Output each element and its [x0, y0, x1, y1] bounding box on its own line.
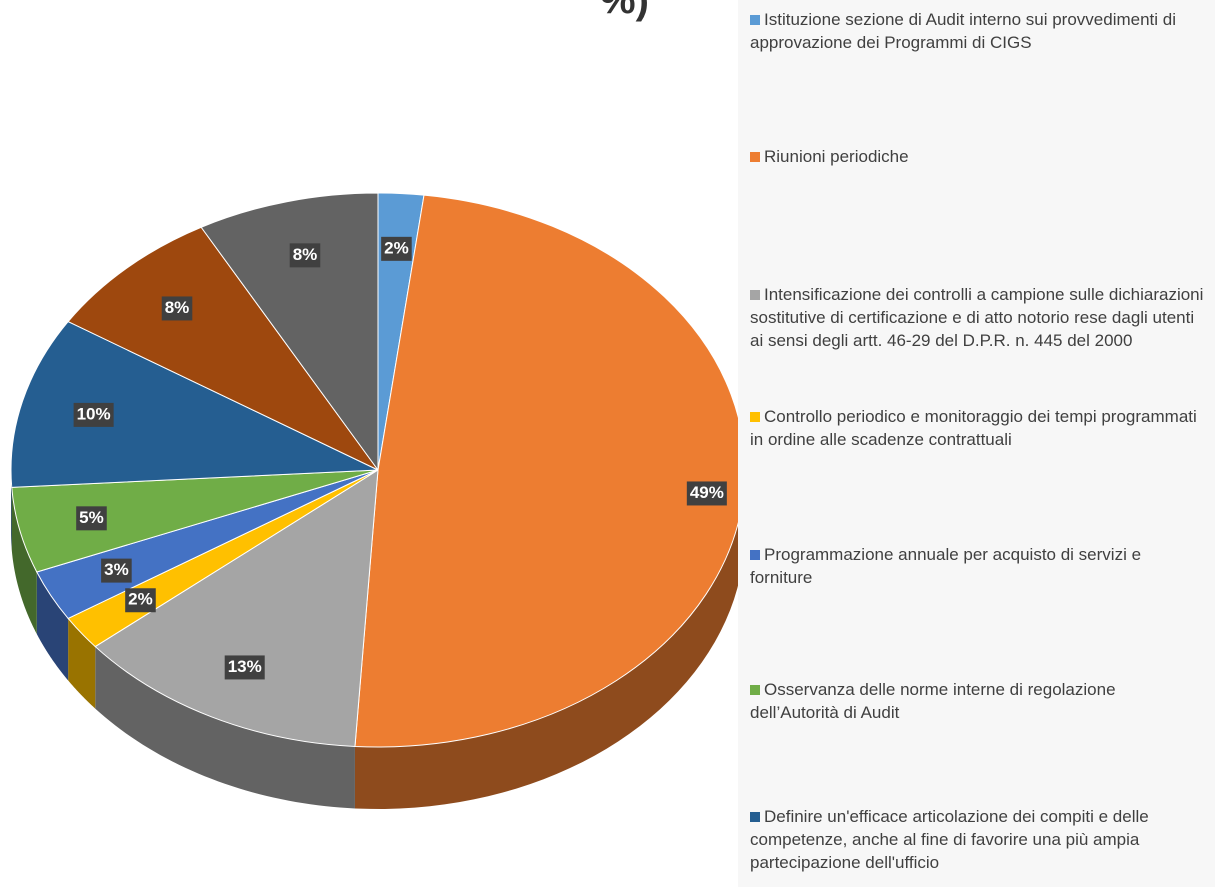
pie-side	[95, 646, 355, 809]
data-label: 13%	[228, 657, 262, 676]
legend-item: Osservanza delle norme interne di regola…	[750, 678, 1205, 724]
pie-side	[68, 618, 96, 709]
legend-swatch	[750, 152, 760, 162]
pie-side	[36, 571, 69, 681]
legend-swatch	[750, 550, 760, 560]
legend-item: Definire un'efficace articolazione dei c…	[750, 805, 1205, 874]
legend-swatch	[750, 812, 760, 822]
legend-text: Controllo periodico e monitoraggio dei t…	[750, 407, 1197, 449]
legend-text: Programmazione annuale per acquisto di s…	[750, 545, 1142, 587]
data-label-box	[73, 402, 114, 427]
data-label: 2%	[128, 590, 153, 609]
data-label: 8%	[165, 298, 190, 317]
chart-title: %)	[600, 0, 649, 22]
pie-slice	[10, 320, 379, 488]
legend-item: Programmazione annuale per acquisto di s…	[750, 543, 1205, 589]
data-label-box	[161, 296, 193, 321]
data-label: 5%	[79, 508, 104, 527]
legend-swatch	[750, 412, 760, 422]
data-label: 3%	[104, 560, 129, 579]
legend-text: Istituzione sezione di Audit interno sui…	[750, 10, 1177, 52]
legend-text: Riunioni periodiche	[764, 147, 909, 166]
legend-text: Intensificazione dei controlli a campion…	[750, 285, 1204, 350]
pie-slice	[354, 194, 738, 748]
data-label-box	[224, 655, 265, 680]
pie-slice	[200, 192, 379, 472]
legend-item: Intensificazione dei controlli a campion…	[750, 283, 1205, 352]
legend-item: Riunioni periodiche	[750, 145, 1205, 168]
data-label-box	[381, 236, 412, 261]
data-label: 8%	[293, 245, 318, 264]
legend-text: Osservanza delle norme interne di regola…	[750, 680, 1116, 722]
legend: Istituzione sezione di Audit interno sui…	[738, 0, 1215, 887]
data-label-box	[101, 558, 132, 583]
pie-slice	[94, 469, 379, 747]
data-label-box	[289, 243, 321, 268]
pie-slice	[67, 226, 379, 471]
legend-text: Definire un'efficace articolazione dei c…	[750, 807, 1149, 872]
legend-swatch	[750, 15, 760, 25]
chart: 2% 49% 13% 2% 3% 5% 10% 8% 8%	[10, 192, 738, 809]
data-label: 49%	[690, 483, 724, 502]
legend-item: Controllo periodico e monitoraggio dei t…	[750, 405, 1205, 451]
legend-item: Istituzione sezione di Audit interno sui…	[750, 8, 1205, 54]
legend-swatch	[750, 685, 760, 695]
data-label: 2%	[384, 238, 409, 257]
data-label-box	[76, 506, 107, 531]
data-label-box	[125, 588, 156, 613]
legend-swatch	[750, 290, 760, 300]
data-label: 10%	[77, 404, 111, 423]
data-label-box	[686, 481, 727, 506]
pie-side	[354, 523, 738, 809]
